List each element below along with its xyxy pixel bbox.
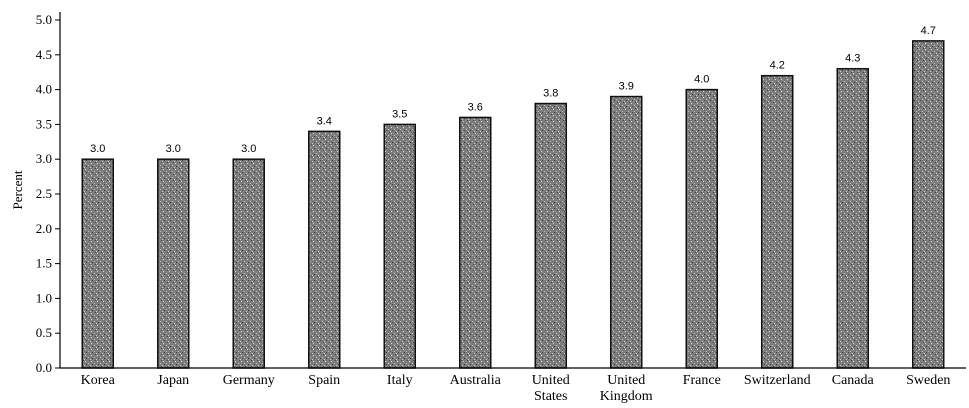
y-tick-label: 4.5 bbox=[36, 47, 52, 62]
bars bbox=[81, 40, 945, 369]
y-tick-label: 2.0 bbox=[36, 221, 52, 236]
data-label: 3.4 bbox=[317, 115, 332, 127]
category-label-line: Spain bbox=[308, 373, 340, 388]
category-label-line: Australia bbox=[450, 373, 502, 388]
category-label-line: States bbox=[534, 389, 567, 404]
data-label: 4.0 bbox=[694, 74, 709, 86]
bar bbox=[81, 158, 114, 369]
category-label: Italy bbox=[387, 373, 413, 388]
category-label: Germany bbox=[223, 373, 275, 388]
bar bbox=[836, 67, 869, 369]
category-label-line: Korea bbox=[81, 373, 116, 388]
y-axis-title: Percent bbox=[10, 170, 25, 209]
category-label: United States bbox=[532, 373, 570, 404]
category-label-line: France bbox=[683, 373, 721, 388]
bar bbox=[308, 130, 341, 369]
category-label: Korea bbox=[81, 373, 116, 388]
data-label: 3.8 bbox=[543, 88, 558, 100]
category-label: Australia bbox=[450, 373, 502, 388]
category-label-line: United bbox=[607, 373, 645, 388]
category-label-line: Switzerland bbox=[744, 373, 811, 388]
y-tick-label: 1.5 bbox=[36, 256, 52, 271]
category-label: United Kingdom bbox=[600, 373, 653, 404]
data-label: 3.5 bbox=[392, 108, 407, 120]
category-label-line: Italy bbox=[387, 373, 413, 388]
category-label: Switzerland bbox=[744, 373, 811, 388]
data-label: 3.6 bbox=[468, 101, 483, 113]
bar bbox=[459, 116, 492, 369]
data-label: 3.0 bbox=[241, 143, 256, 155]
y-tick-label: 3.5 bbox=[36, 116, 52, 131]
data-label: 3.0 bbox=[90, 143, 105, 155]
data-label: 3.9 bbox=[619, 81, 634, 93]
bar bbox=[232, 158, 265, 369]
category-label-line: Kingdom bbox=[600, 389, 653, 404]
bar bbox=[610, 95, 643, 369]
y-tick-label: 4.0 bbox=[36, 82, 52, 97]
category-label: Sweden bbox=[906, 373, 950, 388]
data-label: 4.3 bbox=[845, 53, 860, 65]
category-label: France bbox=[683, 373, 721, 388]
bar bbox=[157, 158, 190, 369]
bar bbox=[685, 88, 718, 369]
y-tick-label: 5.0 bbox=[36, 12, 52, 27]
category-label: Japan bbox=[157, 373, 189, 388]
bar bbox=[534, 102, 567, 369]
category-label-line: Sweden bbox=[906, 373, 950, 388]
y-tick-label: 2.5 bbox=[36, 186, 52, 201]
category-label-line: United bbox=[532, 373, 570, 388]
category-label-line: Germany bbox=[223, 373, 275, 388]
y-tick-label: 0.5 bbox=[36, 325, 52, 340]
category-label: Canada bbox=[832, 373, 875, 388]
category-label-line: Canada bbox=[832, 373, 875, 388]
category-label: Spain bbox=[308, 373, 340, 388]
data-labels: 3.0 3.0 3.0 3.4 3.5 3.6 3.8 3.9 4.0 4.2 4.3 4.7 bbox=[90, 25, 936, 155]
data-label: 3.0 bbox=[166, 143, 181, 155]
bar bbox=[383, 123, 416, 369]
bar bbox=[761, 74, 794, 369]
y-tick-label: 1.0 bbox=[36, 290, 52, 305]
data-label: 4.7 bbox=[921, 25, 936, 37]
bar bbox=[912, 40, 945, 369]
y-tick-label: 0.0 bbox=[36, 360, 52, 375]
category-label-line: Japan bbox=[157, 373, 189, 388]
y-tick-label: 3.0 bbox=[36, 151, 52, 166]
category-labels: Korea Japan Germany Spain Italy Australia Unit… bbox=[81, 373, 951, 404]
data-label: 4.2 bbox=[770, 60, 785, 72]
y-axis-ticks: 0.0 0.5 1.0 1.5 2.0 2.5 3.0 3.5 4.0 4.5 5.0 bbox=[36, 12, 60, 375]
